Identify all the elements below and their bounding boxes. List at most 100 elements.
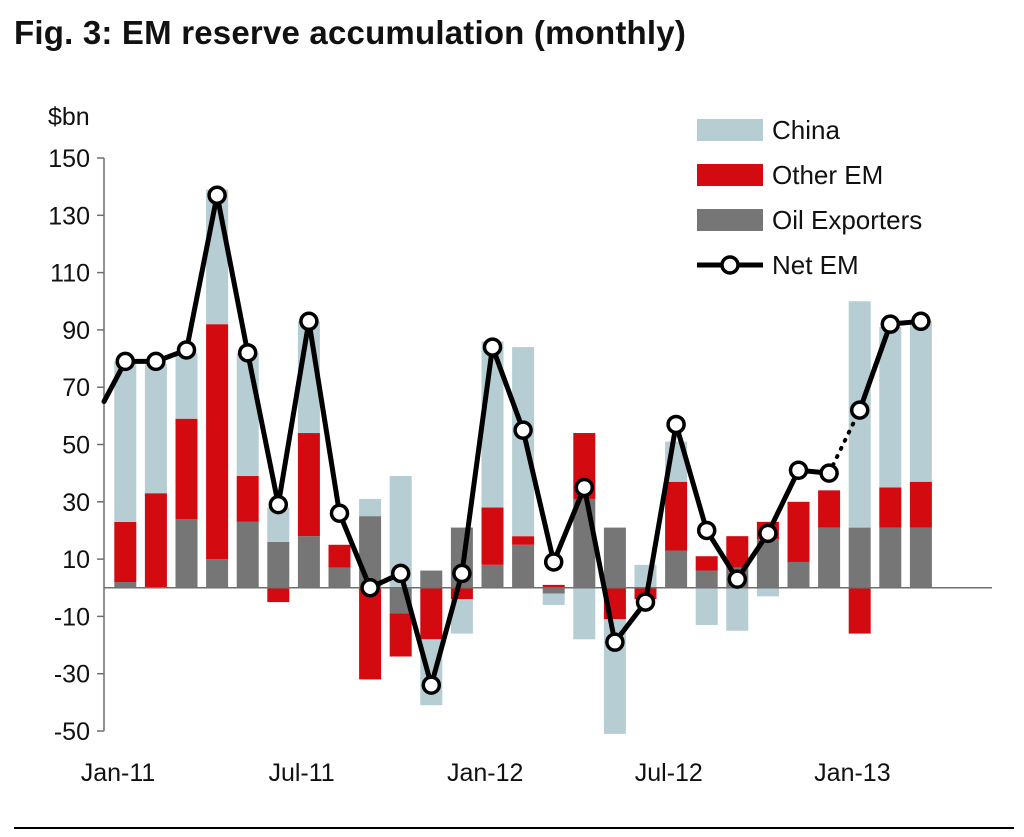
net-em-point-jul-12 [666, 414, 686, 435]
net-em-point-jun-12 [635, 592, 656, 612]
y-tick-label: 10 [62, 546, 90, 574]
net-em-point-may-11 [237, 343, 258, 363]
net-em-point-mar-11 [176, 340, 197, 360]
bar-china-oct-12 [756, 587, 779, 597]
bar-china-apr-11 [206, 189, 229, 325]
bar-oil-exporters-may-11 [236, 521, 259, 588]
axes-layer: 150 130 110 90 70 50 30 10 -10 -30 -50 Jan-11 Jul-11… [48, 145, 992, 787]
bar-oil-exporters-aug-12 [695, 570, 718, 588]
bar-other-em-dec-12 [818, 490, 841, 528]
x-tick-label: Jul-11 [268, 759, 334, 787]
bar-other-em-may-11 [236, 476, 259, 522]
bar-other-em-feb-11 [144, 493, 167, 588]
legend-label-china: China [772, 115, 840, 145]
page-title: Fig. 3: EM reserve accumulation (monthly… [14, 14, 687, 51]
legend-swatch-net-em-marker [720, 255, 740, 275]
net-em-point-nov-12 [788, 460, 809, 481]
bar-oil-exporters-dec-12 [818, 527, 841, 588]
bar-other-em-sep-12 [726, 536, 749, 568]
y-tick-label: 110 [50, 260, 90, 288]
net-em-line-segment [337, 510, 373, 591]
legend-swatch-other-em [697, 164, 763, 186]
bar-other-em-jul-12 [665, 481, 688, 551]
y-tick-label: 90 [62, 317, 90, 345]
net-em-point-apr-12 [574, 477, 595, 498]
y-tick-label: -30 [54, 661, 90, 689]
net-em-point-mar-13 [911, 311, 931, 332]
y-tick-label: -10 [54, 603, 90, 631]
bar-oil-exporters-jun-11 [267, 541, 290, 588]
bar-other-em-dec-11 [450, 587, 473, 600]
bar-china-sep-12 [726, 587, 749, 631]
legend: China Other EM Oil Exporters Net EM [697, 115, 922, 280]
legend-swatch-oil-exporters [697, 209, 763, 231]
bar-other-em-aug-12 [695, 556, 718, 571]
bar-china-feb-11 [144, 364, 167, 494]
net-em-line-segment [398, 570, 434, 688]
y-tick-label: 130 [48, 202, 90, 230]
net-em-point-aug-11 [329, 503, 350, 524]
bar-oil-exporters-aug-11 [328, 567, 351, 588]
net-em-point-may-12 [605, 632, 625, 652]
bar-china-sep-11 [359, 498, 382, 517]
bar-china-mar-13 [909, 321, 932, 482]
bar-other-em-jan-12 [481, 507, 504, 565]
net-em-line-segment [490, 344, 526, 433]
net-em-point-sep-11 [360, 578, 380, 598]
legend-label-net-em: Net EM [772, 250, 859, 280]
bar-oil-exporters-mar-11 [175, 518, 198, 588]
net-em-point-dec-12 [819, 463, 839, 483]
bar-oil-exporters-oct-12 [756, 539, 779, 588]
bar-other-em-sep-11 [359, 587, 382, 680]
net-em-line-segment [306, 318, 342, 516]
net-em-point-jun-11 [268, 494, 289, 515]
bar-other-em-feb-12 [512, 536, 535, 545]
bar-oil-exporters-mar-12 [542, 587, 565, 594]
bar-oil-exporters-jul-12 [665, 550, 688, 588]
net-em-point-dec-11 [452, 563, 472, 584]
x-tick-label: Jan-11 [81, 759, 156, 787]
bar-oil-exporters-nov-12 [787, 561, 810, 588]
bar-china-may-11 [236, 352, 259, 477]
net-em-line-segment [857, 321, 893, 413]
net-em-point-jan-13 [849, 400, 870, 420]
y-axis-unit-label: $bn [48, 103, 90, 131]
bar-other-em-mar-12 [542, 584, 565, 588]
bar-china-apr-12 [573, 587, 596, 640]
bar-china-dec-11 [450, 599, 473, 634]
bar-china-mar-12 [542, 593, 565, 605]
bar-china-jan-11 [114, 361, 137, 522]
bar-oil-exporters-jan-11 [114, 582, 137, 588]
net-em-line-segment [551, 484, 587, 565]
bar-other-em-mar-13 [909, 481, 932, 528]
x-tick-label: Jul-12 [635, 759, 703, 787]
x-tick-label: Jan-12 [447, 759, 523, 787]
legend-label-other-em: Other EM [772, 160, 883, 190]
net-em-point-oct-12 [758, 523, 778, 544]
net-em-line-segment [184, 192, 220, 353]
bar-other-em-oct-11 [389, 613, 412, 657]
bar-other-em-nov-11 [420, 587, 443, 640]
bar-other-em-feb-13 [879, 487, 902, 528]
bar-china-jun-11 [267, 507, 290, 542]
bar-china-feb-13 [879, 327, 902, 488]
net-em-line-segment [245, 350, 281, 508]
bar-oil-exporters-may-12 [603, 527, 626, 588]
bar-oil-exporters-apr-11 [206, 559, 229, 588]
y-tick-label: 150 [48, 145, 90, 173]
bar-oil-exporters-nov-11 [420, 570, 443, 588]
bar-other-em-jan-11 [114, 521, 137, 583]
net-em-point-feb-13 [880, 314, 901, 334]
bar-china-mar-11 [175, 352, 198, 419]
legend-label-oil-exporters: Oil Exporters [772, 205, 922, 235]
net-em-point-mar-12 [543, 552, 564, 572]
bar-china-aug-12 [695, 587, 718, 625]
bar-other-em-jan-13 [848, 587, 871, 634]
legend-swatch-china [697, 119, 763, 141]
bar-oil-exporters-jan-12 [481, 564, 504, 588]
net-em-point-jan-12 [482, 337, 503, 357]
net-em-line-segment-dotted [827, 408, 862, 476]
bar-other-em-jun-11 [267, 587, 290, 603]
net-em-point-aug-12 [696, 520, 717, 541]
